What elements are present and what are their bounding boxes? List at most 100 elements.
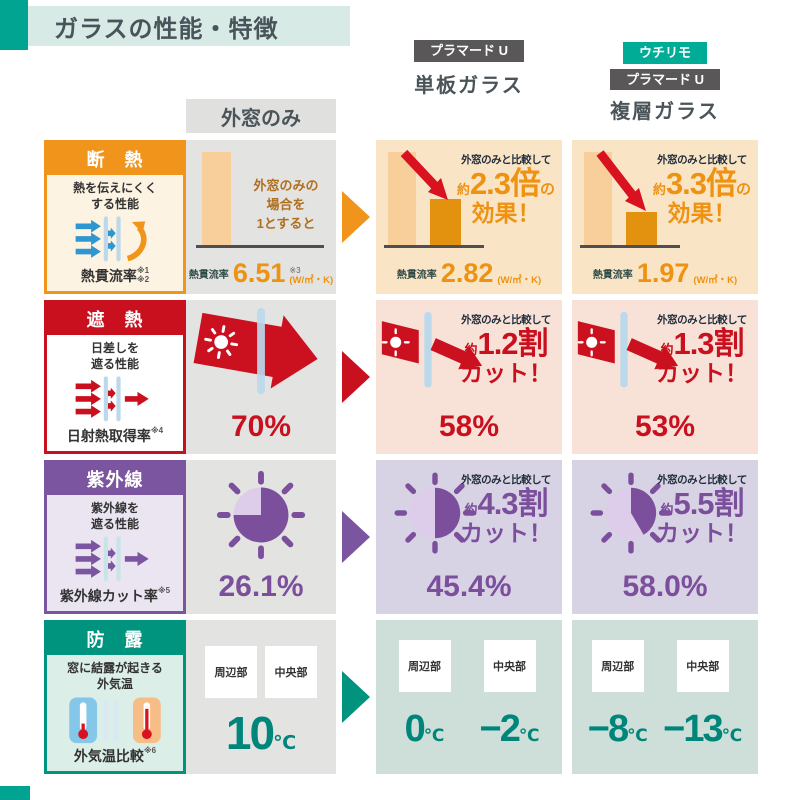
u-value-line: 熱貫流率 6.51 ※3 (W/㎡・K) [188, 257, 334, 288]
shgc-value: 53% [634, 410, 696, 443]
single-glass-label: 単板ガラス [414, 74, 524, 97]
zone-chips: 周辺部 中央部 [186, 646, 336, 698]
row-desc: 窓に結露が起きる 外気温 [67, 661, 163, 692]
insulation-arrows-icon [75, 216, 147, 262]
zone-chip-perimeter: 周辺部 [591, 640, 644, 692]
cell-insulation-baseline: 外窓のみの 場合を 1とすると 熱貫流率 6.51 ※3 (W/㎡・K) [186, 140, 336, 294]
cell-uv-single: 外窓のみと比較して 約4.3割 カット！ 45.4% [376, 460, 562, 614]
footnote-marks: ※4 [150, 426, 164, 435]
title-accent-square [0, 0, 28, 50]
row-title: 防 露 [47, 623, 183, 655]
u-value-line: 熱貫流率 1.97 (W/㎡・K) [592, 257, 738, 288]
uchirimo-badge: ウチリモ [622, 42, 707, 64]
cell-shading-single: 外窓のみと比較して 約1.2割 カット！ 58% [376, 300, 562, 454]
zone-temp-pairs: 周辺部 0℃ 中央部 −2℃ [384, 640, 554, 751]
uv-cut-value: 45.4% [426, 570, 512, 603]
uv-cut-value: 58.0% [622, 570, 708, 603]
zone-chip-center: 中央部 [676, 640, 729, 692]
comparison-callout: 外窓のみと比較して 約4.3割 カット！ [460, 474, 552, 546]
bar-improved [626, 212, 657, 245]
right-arrow-icon [342, 351, 370, 403]
zone-temp-pair: 周辺部 −8℃ [588, 640, 648, 751]
right-arrow-icon [342, 671, 370, 723]
comparison-callout: 外窓のみと比較して 約2.3倍の 効果！ [456, 154, 556, 226]
footnote-marks: ※5 [157, 586, 171, 595]
uv-cut-value: 26.1% [218, 570, 304, 603]
comparison-callout: 外窓のみと比較して 約1.3割 カット！ [656, 314, 748, 386]
temperature-value: −13℃ [663, 708, 743, 750]
row-metric: 紫外線カット率※5 [59, 586, 171, 604]
cell-uv-double: 外窓のみと比較して 約5.5割 カット！ 58.0% [572, 460, 758, 614]
column-header-baseline: 外窓のみ [186, 99, 336, 133]
uv-sun-pie-icon [186, 466, 336, 564]
row-title: 断 熱 [47, 143, 183, 175]
drop-arrow-icon [596, 150, 646, 211]
cell-condensation-baseline: 周辺部 中央部 10℃ [186, 620, 336, 774]
row-metric: 外気温比較※6 [73, 746, 157, 764]
baseline-bar-chart: 外窓のみの 場合を 1とすると [196, 149, 330, 248]
temperature-value: −2℃ [479, 708, 540, 750]
column-header-double: ウチリモ プラマード U 複層ガラス [572, 42, 758, 124]
shading-arrows-icon [75, 376, 149, 422]
comparison-callout: 外窓のみと比較して 約5.5割 カット！ [656, 474, 748, 546]
row-desc: 日差しを 遮る性能 [90, 341, 139, 372]
row-desc: 紫外線を 遮る性能 [90, 501, 139, 532]
shgc-value: 70% [230, 410, 292, 443]
zone-chip-perimeter: 周辺部 [205, 646, 257, 698]
comparison-grid: 断 熱 熱を伝えにくく する性能 熱貫流率※1 ※2 [44, 140, 758, 774]
uv-sun-pie-icon [586, 468, 676, 563]
comparison-bar-chart [580, 149, 680, 248]
row-label-uv: 紫外線 紫外線を 遮る性能 紫外線カット率※5 [44, 460, 186, 614]
zone-chip-center: 中央部 [483, 640, 536, 692]
uv-arrows-icon [75, 536, 149, 582]
row-label-condensation: 防 露 窓に結露が起きる 外気温 外気温比較※6 [44, 620, 186, 774]
u-value-line: 熱貫流率 2.82 (W/㎡・K) [396, 257, 542, 288]
uv-sun-pie-icon [390, 468, 480, 563]
sun-arrow-cut-icon [380, 308, 500, 401]
cell-uv-baseline: 26.1% [186, 460, 336, 614]
title-band: ガラスの性能・特徴 [28, 6, 350, 46]
chart-axis [196, 245, 324, 248]
thermometers-icon [69, 697, 161, 744]
u-value: 6.51 [232, 257, 286, 288]
comparison-bar-chart [384, 149, 484, 248]
column-header-single: プラマード U 単板ガラス [376, 40, 562, 98]
row-title: 紫外線 [47, 463, 183, 495]
plamado-u-badge: プラマード U [413, 40, 524, 62]
row-label-insulation: 断 熱 熱を伝えにくく する性能 熱貫流率※1 ※2 [44, 140, 186, 294]
row-metric: 熱貫流率※1 ※2 [80, 266, 150, 285]
zone-chip-perimeter: 周辺部 [398, 640, 451, 692]
cell-insulation-double: 外窓のみと比較して 約3.3倍の 効果！ 熱貫流率 1.97 (W/㎡・K) [572, 140, 758, 294]
row-title: 遮 熱 [47, 303, 183, 335]
cell-condensation-single: 周辺部 0℃ 中央部 −2℃ [376, 620, 562, 774]
sun-arrow-icon [186, 306, 336, 402]
cell-shading-baseline: 70% [186, 300, 336, 454]
double-glass-label: 複層ガラス [610, 101, 720, 124]
baseline-note: 外窓のみの 場合を 1とすると [253, 178, 319, 231]
bar-improved [430, 199, 461, 245]
shgc-value: 58% [438, 410, 500, 443]
u-value: 2.82 [440, 257, 494, 288]
flow-arrow-uv [336, 460, 376, 614]
right-arrow-icon [342, 191, 370, 243]
zone-temp-pairs: 周辺部 −8℃ 中央部 −13℃ [580, 640, 750, 751]
flow-arrow-insulation [336, 140, 376, 294]
zone-temp-pair: 中央部 −2℃ [479, 640, 540, 751]
comparison-callout: 外窓のみと比較して 約1.2割 カット！ [460, 314, 552, 386]
right-arrow-icon [342, 511, 370, 563]
flow-arrow-shading [336, 300, 376, 454]
row-metric: 日射熱取得率※4 [66, 426, 164, 444]
drop-arrow-icon [400, 149, 448, 200]
sun-arrow-cut-icon [576, 308, 696, 401]
cell-insulation-single: 外窓のみと比較して 約2.3倍の 効果！ 熱貫流率 2.82 (W/㎡・K) [376, 140, 562, 294]
u-value: 1.97 [636, 257, 690, 288]
zone-chip-center: 中央部 [265, 646, 317, 698]
footnote-mark: ※3 [289, 266, 301, 276]
temperature-value: −8℃ [587, 708, 648, 750]
flow-arrow-condensation [336, 620, 376, 774]
footnote-marks: ※1 ※2 [136, 266, 150, 285]
zone-temp-pair: 周辺部 0℃ [398, 640, 451, 751]
cell-shading-double: 外窓のみと比較して 約1.3割 カット！ 53% [572, 300, 758, 454]
row-desc: 熱を伝えにくく する性能 [73, 181, 157, 212]
